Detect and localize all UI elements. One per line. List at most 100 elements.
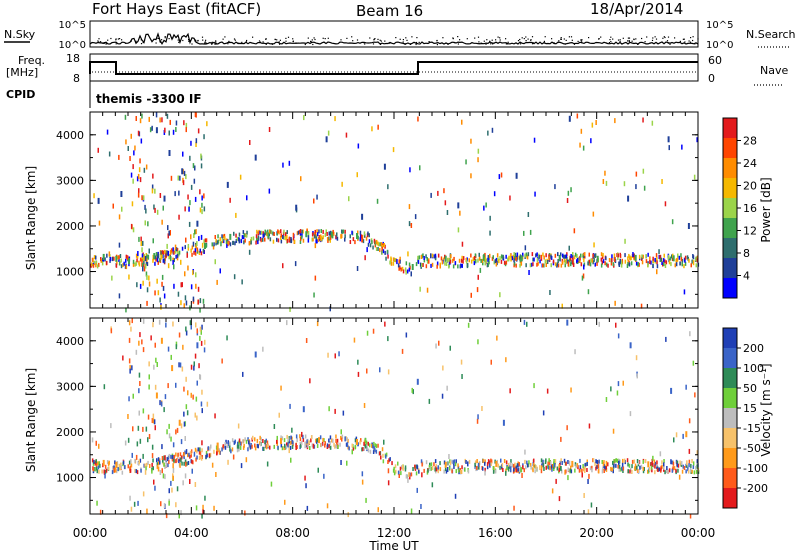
velocity-range-gate [388,369,390,374]
noise-dot [381,41,382,42]
velocity-range-gate [182,480,184,485]
velocity-range-gate [627,458,629,462]
power-range-gate [136,262,138,266]
noise-dot [263,41,264,42]
power-colorbar: 282420161284 [723,118,757,299]
noise-right-tick-top: 10^5 [706,20,733,31]
velocity-range-gate [250,445,252,449]
velocity-range-gate [629,470,631,474]
power-range-gate [121,264,123,268]
noise-dot [609,42,610,43]
power-range-gate [659,255,661,259]
power-range-gate [679,256,681,260]
velocity-range-gate [346,437,348,441]
velocity-range-gate [317,438,319,442]
noise-dot [609,39,610,40]
power-range-gate [216,280,218,285]
power-range-gate [139,158,141,163]
power-range-gate [163,286,165,291]
x-tick-label: 00:00 [681,526,716,540]
velocity-range-gate [579,459,581,463]
velocity-range-gate [442,366,444,371]
power-range-gate [399,259,401,263]
velocity-panel: Slant Range [km] 4000300020001000 [24,318,699,519]
power-range-gate [152,188,154,193]
power-range-gate [624,239,626,244]
velocity-range-gate [579,469,581,473]
velocity-range-gate [389,457,391,461]
power-range-gate [168,231,170,236]
mhz-label: [MHz] [6,66,38,79]
velocity-range-gate [154,486,156,491]
power-range-gate [159,118,161,123]
velocity-range-gate [292,445,294,449]
power-range-gate [144,168,146,173]
power-range-gate [166,244,168,249]
power-range-gate [645,254,647,258]
power-range-gate [262,238,264,242]
power-range-gate [112,257,114,261]
noise-dot [532,36,533,37]
velocity-range-gate [108,466,110,470]
power-range-gate [184,271,186,276]
freq-tick-bottom: 8 [73,72,80,85]
power-range-gate [186,127,188,132]
velocity-range-gate [131,507,133,512]
noise-dot [500,39,501,40]
velocity-range-gate [406,333,408,338]
velocity-range-gate [539,465,541,470]
noise-dot [314,37,315,38]
velocity-range-gate [185,377,187,382]
velocity-range-gate [193,366,195,371]
velocity-range-gate [453,465,455,469]
power-range-gate [676,262,678,266]
power-colorbar-swatch [723,198,737,219]
power-range-gate [479,257,481,261]
velocity-range-gate [399,474,401,478]
power-range-gate [269,127,271,132]
power-range-gate [391,262,393,266]
noise-dot [530,40,531,41]
power-range-gate [415,214,417,219]
power-point-strong [483,255,485,261]
noise-dot [561,37,562,38]
power-range-gate [362,238,364,242]
noise-dot [610,41,611,42]
power-range-gate [140,118,142,123]
velocity-range-gate [154,419,156,424]
power-colorbar-tick-label: 28 [743,135,757,148]
velocity-range-gate [111,328,113,333]
noise-dot [522,37,523,38]
power-range-gate [276,238,278,242]
power-range-gate [445,200,447,205]
velocity-range-gate [172,455,174,459]
power-range-gate [201,251,203,255]
power-range-gate [183,180,185,185]
noise-dot [641,38,642,39]
power-range-gate [681,145,683,150]
power-range-gate [161,282,163,287]
power-range-gate [534,192,536,197]
power-range-gate [132,164,134,169]
velocity-range-gate [139,459,141,464]
power-range-gate [203,193,205,198]
noise-dot [373,43,374,44]
power-range-gate [656,269,658,274]
velocity-range-gate [478,463,480,467]
velocity-range-gate [365,445,367,449]
velocity-range-gate [676,432,678,437]
power-range-gate [377,247,379,251]
noise-right-tick-bottom: 10^0 [706,40,733,51]
power-range-gate [530,230,532,235]
velocity-range-gate [137,501,139,506]
power-range-gate [692,254,694,258]
velocity-range-gate [153,480,155,485]
velocity-range-gate [420,504,422,509]
velocity-range-gate [431,462,433,466]
velocity-range-gate [382,454,384,458]
power-range-gate [220,241,222,246]
power-range-gate [205,238,207,242]
power-range-gate [142,241,144,246]
noise-dot [610,37,611,38]
power-range-gate [478,275,480,280]
